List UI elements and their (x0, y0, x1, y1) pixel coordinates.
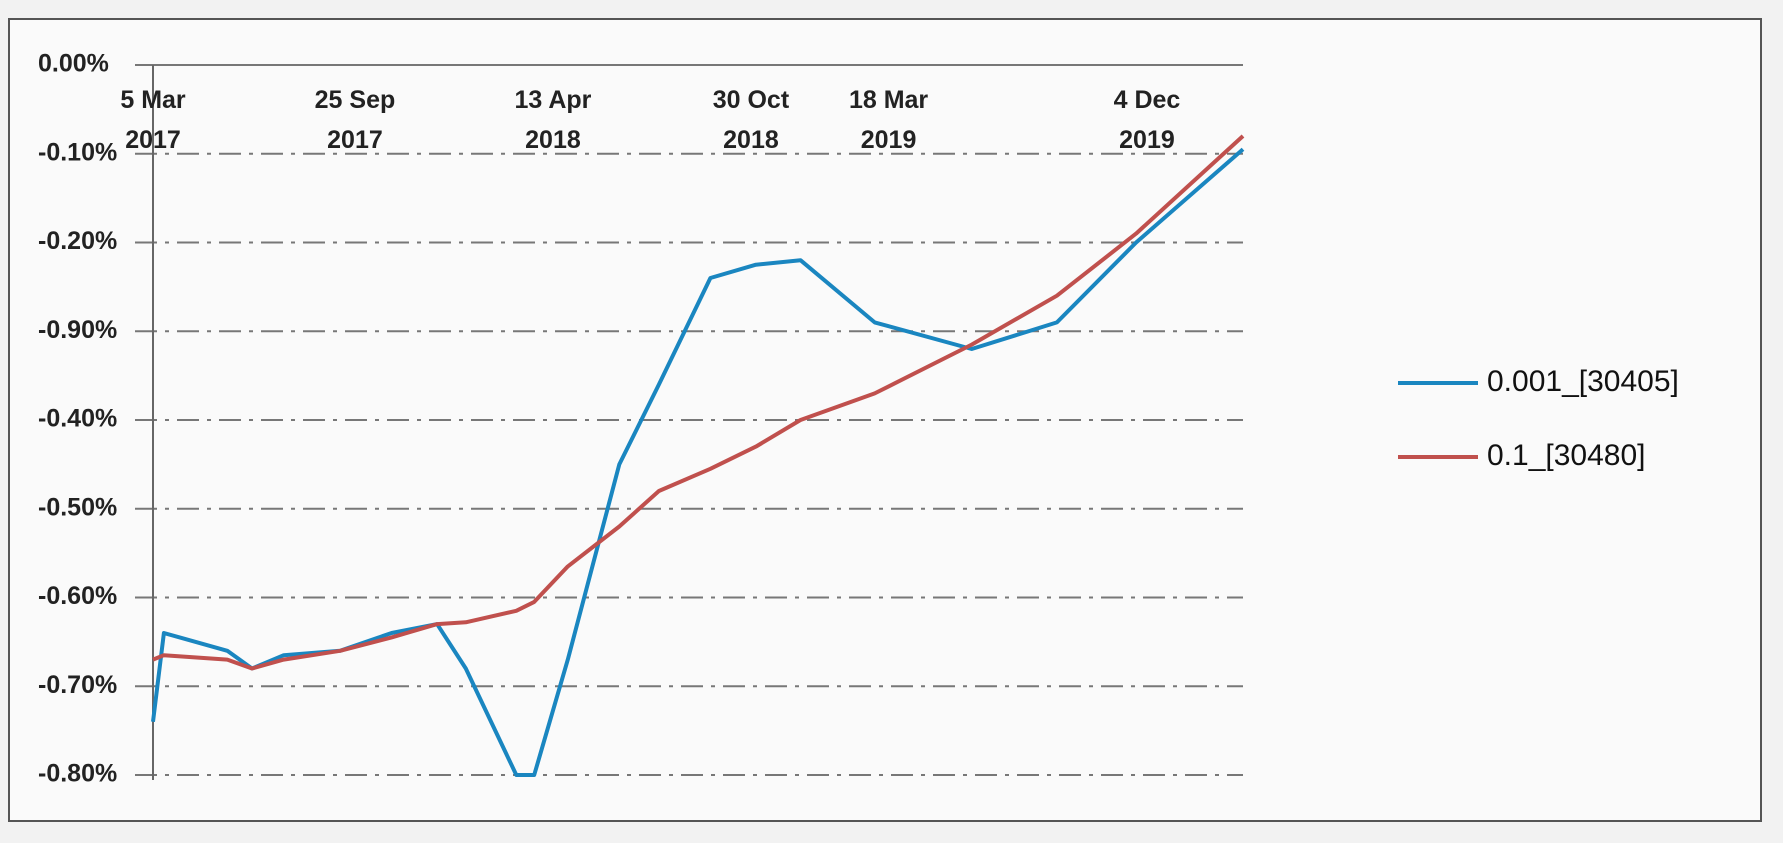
y-tick-label: -0.70% (38, 671, 117, 699)
legend-label: 0.001_[30405] (1487, 365, 1679, 398)
y-tick-label: -0.90% (38, 316, 117, 344)
y-tick-label: -0.40% (38, 405, 117, 433)
y-tick-label: -0.50% (38, 493, 117, 521)
x-tick-label: 25 Sep 2017 (314, 86, 396, 154)
y-tick-label: -0.60% (38, 582, 117, 610)
x-tick-label: 4 Dec 2019 (1113, 86, 1181, 154)
y-tick-label: 0.00% (38, 50, 109, 78)
legend-label: 0.1_[30480] (1487, 439, 1645, 472)
y-tick-label: -0.80% (38, 760, 117, 788)
x-tick-label: 30 Oct 2018 (712, 86, 790, 154)
chart-frame (8, 18, 1762, 822)
x-tick-label: 5 Mar 2017 (120, 86, 186, 154)
y-tick-label: -0.10% (38, 138, 117, 166)
series-line (151, 147, 1245, 777)
x-tick-label: 13 Apr 2018 (514, 86, 592, 154)
x-tick-label: 18 Mar 2019 (848, 86, 929, 154)
y-tick-label: -0.20% (38, 227, 117, 255)
series-line (152, 134, 1245, 671)
